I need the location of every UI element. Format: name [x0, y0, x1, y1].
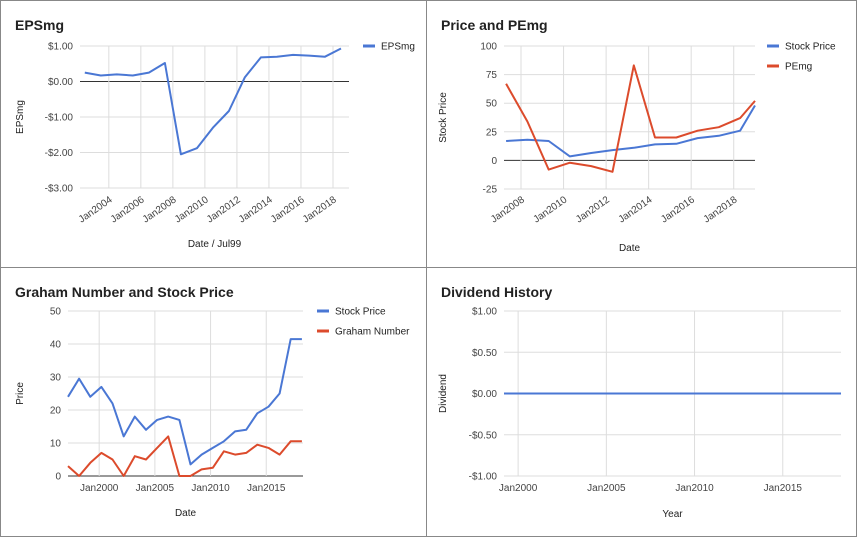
- x-tick-label: Jan2008: [489, 194, 527, 225]
- y-tick-label: 50: [50, 307, 62, 318]
- x-tick-label: Jan2012: [205, 194, 243, 225]
- x-tick-label: Jan2015: [247, 483, 286, 494]
- x-axis-title: Year: [662, 509, 683, 520]
- y-tick-label: 40: [50, 340, 62, 351]
- chart-title: Graham Number and Stock Price: [15, 284, 234, 300]
- chart-panel-price-pemg: Price and PEmg 100 75 50 25 0 -25 Jan2008 Jan20…: [426, 0, 857, 268]
- legend-swatch: [317, 329, 329, 333]
- x-tick-label: Jan2005: [587, 483, 626, 494]
- series-line: [67, 435, 302, 477]
- y-tick-label: -$1.00: [45, 113, 74, 124]
- y-axis-title: Stock Price: [438, 92, 449, 143]
- x-tick-label: Jan2016: [659, 194, 697, 225]
- x-tick-label: Jan2000: [499, 483, 538, 494]
- x-tick-label: Jan2010: [675, 483, 714, 494]
- legend-label: Graham Number: [335, 327, 410, 338]
- y-tick-label: 75: [486, 70, 498, 81]
- y-tick-label: $0.00: [48, 77, 73, 88]
- series-line: [84, 47, 342, 156]
- chart-panel-graham: Graham Number and Stock Price 50 40 30 20 10…: [0, 267, 427, 537]
- x-tick-label: Jan2010: [532, 194, 570, 225]
- y-axis-title: EPSmg: [15, 100, 26, 134]
- y-axis-title: Dividend: [438, 374, 449, 413]
- y-tick-label: $1.00: [472, 307, 497, 318]
- y-tick-label: 25: [486, 127, 498, 138]
- chart-svg: 50 40 30 20 10 0 Jan2000 Jan2005 Jan2010 Jan2015 D…: [15, 307, 410, 520]
- x-tick-label: Jan2010: [191, 483, 230, 494]
- legend-label: Stock Price: [335, 307, 386, 318]
- x-tick-label: Jan2015: [764, 483, 803, 494]
- y-tick-label: 100: [480, 42, 497, 53]
- series-line: [506, 104, 756, 158]
- y-tick-label: 50: [486, 99, 498, 110]
- y-tick-label: -$0.50: [469, 430, 498, 441]
- x-tick-label: Jan2012: [574, 194, 612, 225]
- x-axis-title: Date: [619, 243, 641, 254]
- y-tick-label: 0: [55, 472, 61, 483]
- series-line: [505, 64, 756, 173]
- x-tick-label: Jan2006: [109, 194, 147, 225]
- y-axis-title: Price: [15, 382, 26, 405]
- legend-label: PEmg: [785, 62, 812, 73]
- legend-label: Stock Price: [785, 42, 836, 53]
- x-tick-label: Jan2005: [136, 483, 175, 494]
- legend-swatch: [317, 309, 329, 313]
- chart-panel-epsmg: EPSmg $1.00 $0.00 -$1.00 -$2.00 -$3.00 Jan200…: [0, 0, 427, 268]
- series-line: [67, 338, 302, 466]
- legend-label: EPSmg: [381, 42, 415, 53]
- chart-panel-dividend: Dividend History $1.00 $0.50 $0.00 -$0.50 -$…: [426, 267, 857, 537]
- y-tick-label: 10: [50, 439, 62, 450]
- y-tick-label: 30: [50, 373, 62, 384]
- x-tick-label: Jan2018: [301, 194, 339, 225]
- y-tick-label: 0: [491, 156, 497, 167]
- x-tick-label: Jan2008: [141, 194, 179, 225]
- x-axis-title: Date: [175, 508, 197, 519]
- x-axis-title: Date / Jul99: [188, 239, 242, 250]
- y-tick-label: -25: [483, 185, 498, 196]
- x-tick-label: Jan2004: [77, 194, 115, 225]
- legend-swatch: [767, 64, 779, 68]
- chart-title: Price and PEmg: [441, 17, 548, 33]
- x-tick-label: Jan2016: [269, 194, 307, 225]
- y-tick-label: $0.00: [472, 389, 497, 400]
- y-tick-label: $1.00: [48, 42, 73, 53]
- legend-swatch: [767, 44, 779, 48]
- y-tick-label: -$3.00: [45, 184, 74, 195]
- y-tick-label: -$1.00: [469, 472, 498, 483]
- y-tick-label: 20: [50, 406, 62, 417]
- legend-swatch: [363, 44, 375, 48]
- y-tick-label: $0.50: [472, 348, 497, 359]
- chart-title: Dividend History: [441, 284, 553, 300]
- x-tick-label: Jan2014: [617, 194, 655, 225]
- y-tick-label: -$2.00: [45, 148, 74, 159]
- x-tick-label: Jan2000: [80, 483, 119, 494]
- chart-title: EPSmg: [15, 17, 65, 33]
- x-tick-label: Jan2010: [173, 194, 211, 225]
- x-tick-label: Jan2014: [237, 194, 275, 225]
- chart-svg: $1.00$0.00-$1.00-$2.00-$3.00Jan2004Jan20…: [15, 42, 415, 251]
- x-tick-label: Jan2018: [702, 194, 740, 225]
